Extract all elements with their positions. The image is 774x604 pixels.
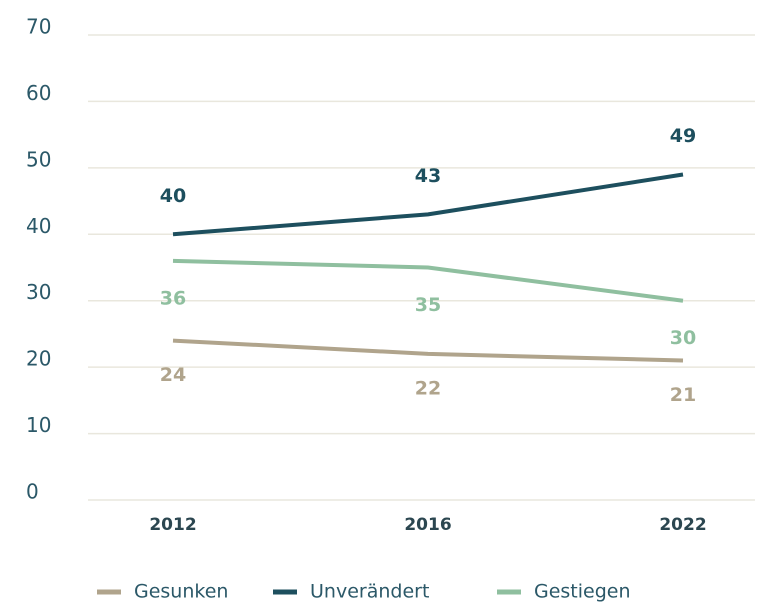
y-tick-label: 40 xyxy=(26,214,51,238)
data-label: 40 xyxy=(160,185,186,207)
legend-label: Unverändert xyxy=(310,581,429,603)
data-label: 49 xyxy=(670,125,696,147)
series-line xyxy=(172,258,684,303)
y-tick-label: 10 xyxy=(26,413,51,437)
y-tick-label: 60 xyxy=(26,81,51,105)
y-tick-label: 30 xyxy=(26,280,51,304)
y-tick-label: 20 xyxy=(26,347,51,371)
x-tick-label: 2012 xyxy=(149,515,196,535)
y-tick-label: 70 xyxy=(26,15,51,39)
data-label: 30 xyxy=(670,327,696,349)
data-label: 36 xyxy=(160,287,186,309)
data-label: 35 xyxy=(415,294,441,316)
series-line xyxy=(172,338,684,363)
legend-label: Gestiegen xyxy=(534,581,631,603)
data-label: 24 xyxy=(160,364,186,386)
series-line xyxy=(172,172,684,237)
data-label: 22 xyxy=(415,377,441,399)
x-tick-label: 2022 xyxy=(659,515,706,535)
data-label: 43 xyxy=(415,165,441,187)
legend-label: Gesunken xyxy=(134,581,228,603)
data-label: 21 xyxy=(670,384,696,406)
y-tick-label: 0 xyxy=(26,480,39,504)
x-tick-label: 2016 xyxy=(404,515,451,535)
y-tick-label: 50 xyxy=(26,147,51,171)
